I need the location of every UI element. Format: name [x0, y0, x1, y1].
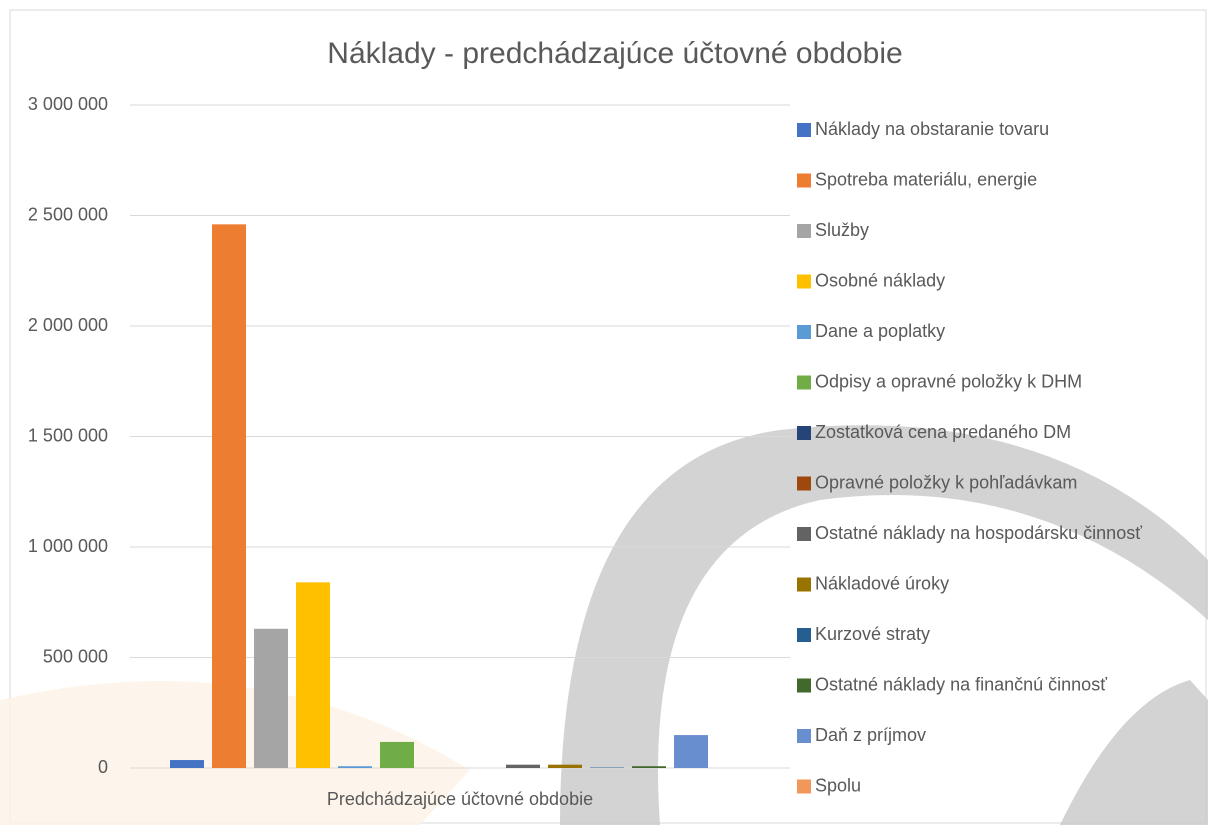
bar	[548, 765, 582, 768]
y-tick-label: 1 000 000	[28, 536, 108, 556]
y-tick-label: 3 000 000	[28, 94, 108, 114]
page: Náklady - predchádzajúce účtovné obdobie…	[0, 0, 1208, 825]
bar	[254, 629, 288, 768]
legend-swatch	[797, 275, 811, 289]
legend-label: Nákladové úroky	[815, 573, 949, 593]
legend-label: Ostatné náklady na hospodársku činnosť	[815, 523, 1142, 543]
legend-swatch	[797, 325, 811, 339]
y-tick-label: 2 000 000	[28, 315, 108, 335]
legend-swatch	[797, 477, 811, 491]
legend-swatch	[797, 426, 811, 440]
y-tick-label: 0	[98, 757, 108, 777]
legend-label: Ostatné náklady na finančnú činnosť	[815, 674, 1107, 694]
bar	[380, 742, 414, 768]
legend-label: Opravné položky k pohľadávkam	[815, 472, 1077, 492]
legend-label: Odpisy a opravné položky k DHM	[815, 371, 1082, 391]
y-tick-label: 500 000	[43, 646, 108, 666]
legend-swatch	[797, 578, 811, 592]
legend-label: Dane a poplatky	[815, 321, 945, 341]
chart-title: Náklady - predchádzajúce účtovné obdobie	[327, 37, 902, 70]
bar	[506, 765, 540, 768]
legend-swatch	[797, 628, 811, 642]
legend-swatch	[797, 729, 811, 743]
x-tick-label: Predchádzajúce účtovné obdobie	[327, 789, 593, 809]
bar	[632, 766, 666, 768]
legend-label: Spotreba materiálu, energie	[815, 169, 1037, 189]
legend-label: Osobné náklady	[815, 270, 945, 290]
bar	[212, 224, 246, 768]
legend-swatch	[797, 224, 811, 238]
legend-label: Kurzové straty	[815, 624, 930, 644]
legend-label: Zostatková cena predaného DM	[815, 422, 1071, 442]
bar	[674, 735, 708, 768]
legend-swatch	[797, 679, 811, 693]
bar	[170, 760, 204, 768]
legend-swatch	[797, 123, 811, 137]
bar	[338, 766, 372, 768]
bar	[296, 582, 330, 768]
legend-label: Náklady na obstaranie tovaru	[815, 119, 1049, 139]
legend-swatch	[797, 527, 811, 541]
legend-label: Služby	[815, 220, 869, 240]
y-tick-label: 2 500 000	[28, 204, 108, 224]
legend-label: Daň z príjmov	[815, 725, 926, 745]
legend-swatch	[797, 780, 811, 794]
legend-swatch	[797, 376, 811, 390]
legend-swatch	[797, 174, 811, 188]
chart: Náklady - predchádzajúce účtovné obdobie…	[0, 0, 1208, 825]
legend-label: Spolu	[815, 775, 861, 795]
y-tick-label: 1 500 000	[28, 425, 108, 445]
